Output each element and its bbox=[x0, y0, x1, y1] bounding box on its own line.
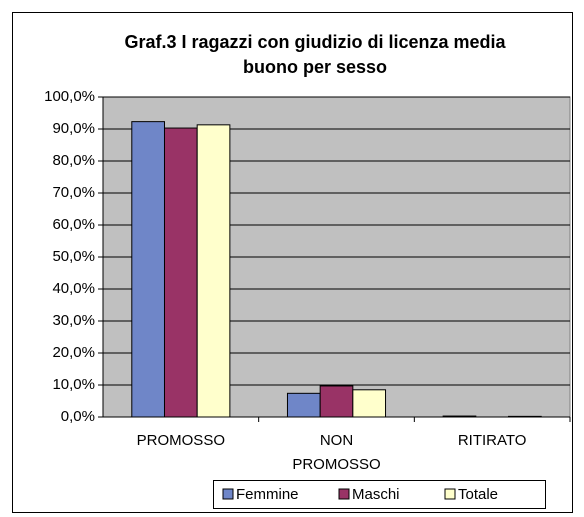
y-tick-label: 0,0% bbox=[61, 408, 95, 425]
y-tick-label: 60,0% bbox=[52, 216, 95, 233]
legend-label: Totale bbox=[458, 486, 498, 503]
y-tick-label: 30,0% bbox=[52, 312, 95, 329]
y-tick-label: 10,0% bbox=[52, 376, 95, 393]
y-tick-label: 50,0% bbox=[52, 248, 95, 265]
bar bbox=[352, 389, 387, 418]
legend-label: Femmine bbox=[236, 486, 299, 503]
x-tick-label: RITIRATO bbox=[457, 432, 527, 449]
chart-title: Graf.3 I ragazzi con giudizio di licenza… bbox=[124, 32, 506, 77]
legend-swatch bbox=[444, 488, 456, 500]
y-tick-label: 40,0% bbox=[52, 280, 95, 297]
y-tick-label: 70,0% bbox=[52, 184, 95, 201]
legend-box bbox=[213, 480, 546, 509]
bar bbox=[196, 124, 231, 418]
legend-swatch bbox=[338, 488, 350, 500]
bar bbox=[163, 127, 198, 418]
bar bbox=[131, 121, 165, 418]
legend-label: Maschi bbox=[352, 486, 400, 503]
legend-swatch bbox=[222, 488, 234, 500]
x-tick-label: PROMOSSO bbox=[136, 432, 225, 449]
bar bbox=[286, 392, 321, 418]
bar bbox=[319, 385, 354, 418]
x-tick-label: NON PROMOSSO bbox=[292, 432, 381, 473]
y-tick-label: 20,0% bbox=[52, 344, 95, 361]
y-tick-label: 80,0% bbox=[52, 152, 95, 169]
y-tick-label: 100,0% bbox=[44, 88, 95, 105]
y-tick-label: 90,0% bbox=[52, 120, 95, 137]
